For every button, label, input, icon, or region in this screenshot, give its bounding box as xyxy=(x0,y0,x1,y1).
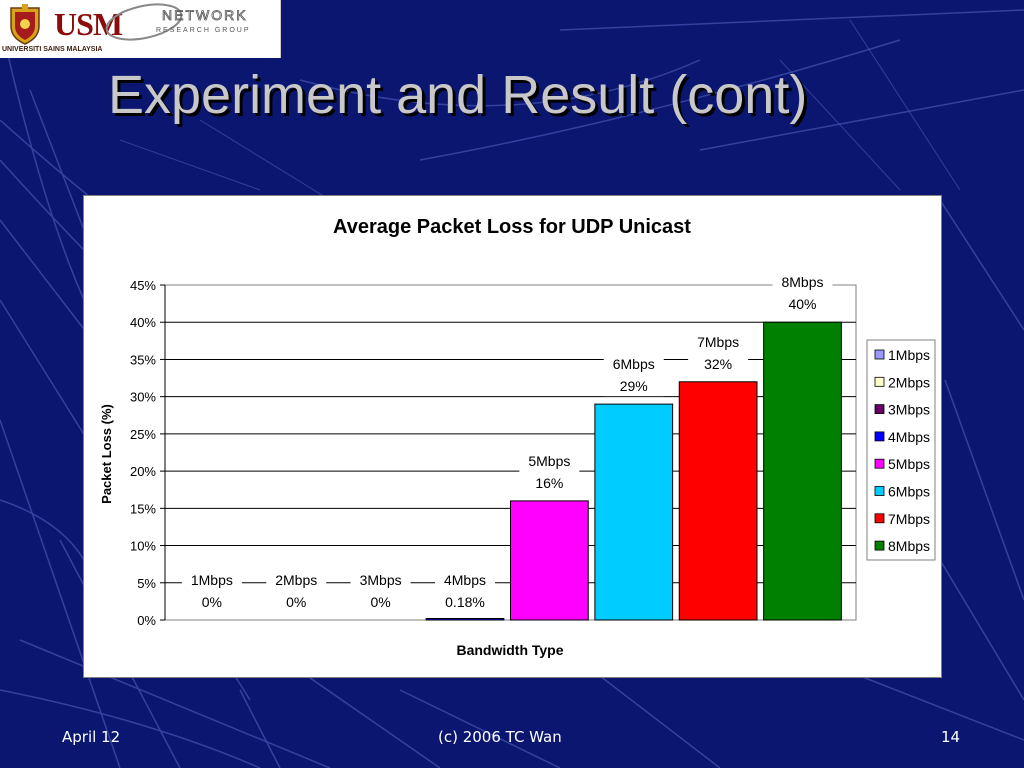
slide-title: Experiment and Result (cont) xyxy=(108,65,808,125)
network-research-group-logo: NETWORK RESEARCH GROUP xyxy=(105,3,251,41)
bar-5mbps xyxy=(510,500,589,621)
data-label-name: 1Mbps xyxy=(191,572,233,588)
legend-swatch-6mbps xyxy=(874,486,885,496)
legend-swatch-8mbps xyxy=(874,540,885,551)
legend: 1Mbps 2Mbps 3Mbps 4Mbps 5Mbps 6Mbps 7Mbps 8Mbps xyxy=(866,339,936,561)
y-axis-label: Packet Loss (%) xyxy=(99,404,114,504)
data-label-background xyxy=(434,570,495,612)
y-tick-label: 10% xyxy=(130,539,156,554)
legend-box xyxy=(866,339,936,561)
legend-label: 3Mbps xyxy=(888,402,930,418)
y-tick-label: 0% xyxy=(137,613,156,628)
data-label-value: 32% xyxy=(704,356,732,372)
legend-label: 6Mbps xyxy=(888,484,930,500)
y-tick-label: 30% xyxy=(130,390,156,405)
legend-label: 1Mbps xyxy=(888,347,930,363)
data-label-background xyxy=(181,570,242,612)
data-label-value: 0% xyxy=(371,594,391,610)
data-label-name: 4Mbps xyxy=(444,572,486,588)
footer-date: April 12 xyxy=(62,728,121,746)
data-label-name: 3Mbps xyxy=(360,572,402,588)
data-labels: 1Mbps 0% 2Mbps 0% 3Mbps 0% 4Mbps 0.18% 5Mbps 16% 6… xyxy=(181,272,833,612)
data-label-background xyxy=(688,331,749,374)
data-label-name: 8Mbps xyxy=(781,274,823,290)
data-label-name: 2Mbps xyxy=(275,572,317,588)
network-logo-line1: NETWORK xyxy=(162,7,248,23)
footer-copyright: (c) 2006 TC Wan xyxy=(438,728,562,746)
data-label-value: 0.18% xyxy=(445,594,485,610)
data-label-name: 7Mbps xyxy=(697,334,739,350)
data-label-value: 0% xyxy=(202,594,222,610)
bar-chart: Average Packet Loss for UDP Unicast 0% 5%… xyxy=(99,216,936,658)
y-tick-label: 20% xyxy=(130,464,156,479)
legend-label: 4Mbps xyxy=(888,429,930,445)
legend-label: 5Mbps xyxy=(888,456,930,472)
bar-6mbps xyxy=(594,403,674,621)
logo-banner: USM UNIVERSITI SAINS MALAYSIA NETWORK RE… xyxy=(0,0,281,58)
y-tick-label: 35% xyxy=(130,352,156,367)
y-axis-ticks: 0% 5% 10% 15% 20% 25% 30% 35% 40% 45% xyxy=(130,278,166,628)
data-label-value: 40% xyxy=(788,296,816,312)
legend-label: 7Mbps xyxy=(888,511,930,527)
network-logo-line2: RESEARCH GROUP xyxy=(156,27,251,34)
usm-caption: UNIVERSITI SAINS MALAYSIA xyxy=(2,46,103,53)
y-tick-label: 40% xyxy=(130,315,156,330)
data-label-background xyxy=(350,570,411,612)
data-label-background xyxy=(772,272,833,315)
data-label-value: 0% xyxy=(286,594,306,610)
slide-number: 14 xyxy=(941,728,961,746)
x-axis-label: Bandwidth Type xyxy=(456,642,563,658)
legend-swatch-1mbps xyxy=(874,349,885,360)
university-crest-logo xyxy=(10,4,40,45)
data-label-name: 5Mbps xyxy=(528,453,570,469)
chart-panel: Average Packet Loss for UDP Unicast 0% 5%… xyxy=(83,195,942,678)
bar-8mbps xyxy=(763,321,842,621)
legend-label: 8Mbps xyxy=(888,538,930,554)
y-tick-label: 45% xyxy=(130,278,156,293)
y-tick-label: 15% xyxy=(130,501,156,516)
data-label-value: 29% xyxy=(620,378,648,394)
bar-7mbps xyxy=(678,381,758,621)
legend-swatch-7mbps xyxy=(874,513,885,524)
legend-swatch-2mbps xyxy=(874,376,885,387)
chart-title: Average Packet Loss for UDP Unicast xyxy=(333,216,691,238)
data-label-background xyxy=(603,354,664,397)
legend-swatch-5mbps xyxy=(874,458,885,469)
legend-swatch-3mbps xyxy=(874,404,885,415)
data-label-value: 16% xyxy=(535,475,563,491)
y-tick-label: 25% xyxy=(130,427,156,442)
legend-label: 2Mbps xyxy=(888,374,930,390)
data-label-background xyxy=(519,450,580,493)
y-tick-label: 5% xyxy=(137,576,156,591)
legend-swatch-4mbps xyxy=(874,431,885,442)
data-label-name: 6Mbps xyxy=(613,356,655,372)
bars xyxy=(425,321,842,621)
bar-4mbps xyxy=(425,618,505,621)
data-label-background xyxy=(266,570,327,612)
